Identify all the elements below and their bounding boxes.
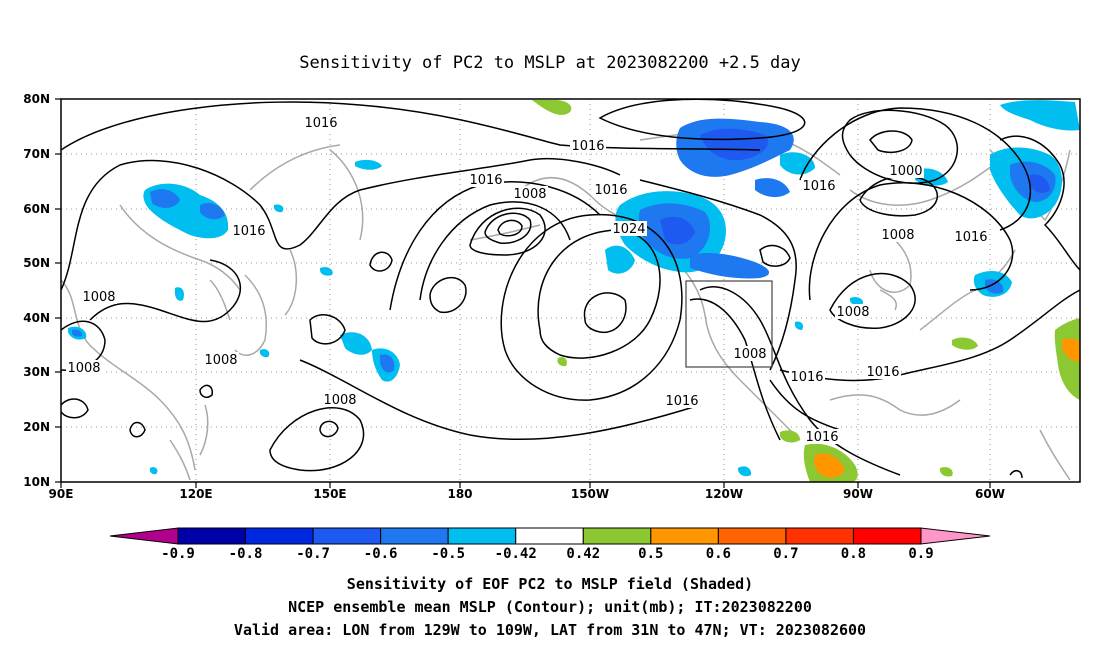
lon-label: 180 (447, 487, 472, 501)
contour-label: 1008 (323, 393, 356, 408)
colorbar-swatch (785, 527, 854, 545)
colorbar-label: 0.6 (706, 546, 731, 562)
contour-label: 1008 (204, 353, 237, 368)
colorbar-label: -0.5 (431, 546, 465, 562)
contour-label-bg (953, 229, 989, 244)
footer-line-2: NCEP ensemble mean MSLP (Contour); unit(… (288, 598, 812, 616)
colorbar-swatch (177, 527, 247, 545)
colorbar-label: -0.7 (296, 546, 330, 562)
lat-label: 50N (23, 256, 50, 270)
colorbar-swatch (380, 527, 449, 545)
contour-label-bg (611, 221, 647, 236)
footer-line-3: Valid area: LON from 129W to 109W, LAT f… (234, 621, 866, 639)
contour-label: 1016 (805, 430, 838, 445)
contour-label: 1016 (790, 370, 823, 385)
lon-label: 120W (705, 487, 743, 501)
contour-label: 1016 (304, 116, 337, 131)
lat-label: 70N (23, 147, 50, 161)
lon-label: 150W (571, 487, 609, 501)
lat-label: 40N (23, 311, 50, 325)
contour-label-bg (880, 227, 916, 242)
colorbar-arrow-left (109, 527, 179, 545)
colorbar-swatch (447, 527, 517, 545)
contour-label-bg (203, 352, 239, 367)
colorbar-swatch (650, 527, 719, 545)
colorbar-label: 0.7 (773, 546, 798, 562)
contour-label-bg (804, 429, 840, 444)
lon-label: 60W (975, 487, 1005, 501)
contour-label-bg (835, 304, 871, 319)
colorbar-swatch (717, 527, 787, 545)
longitude-labels: 90E 120E 150E 180 150W 120W 90W 60W (49, 487, 1005, 501)
contour-label: 1016 (866, 365, 899, 380)
colorbar-label: -0.9 (161, 546, 195, 562)
colorbar-label: 0.9 (908, 546, 933, 562)
colorbar-arrow-right (920, 527, 991, 545)
colorbar-swatch (245, 527, 314, 545)
contour-label-bg (593, 182, 629, 197)
footer-line-1: Sensitivity of EOF PC2 to MSLP field (Sh… (347, 575, 753, 593)
contour-label: 1024 (612, 222, 645, 237)
contour-labels: 1016 1016 1016 1008 1016 1016 1024 1016 1000 1008… (66, 115, 989, 445)
valid-area-box (685, 280, 773, 368)
lat-label: 80N (23, 92, 50, 106)
latitude-labels: 80N 70N 60N 50N 40N 30N 20N 10N (23, 92, 50, 489)
contour-label: 1016 (571, 139, 604, 154)
colorbar-swatch (582, 527, 652, 545)
contour-label-bg (81, 289, 117, 304)
contour-label-bg (468, 172, 504, 187)
contour-label-bg (570, 138, 606, 153)
map-area (61, 99, 1080, 482)
contour-label-bg (512, 186, 548, 201)
contour-label: 1008 (881, 228, 914, 243)
colorbar-label: 0.42 (566, 546, 600, 562)
lat-label: 30N (23, 365, 50, 379)
contour-label-bg (801, 178, 837, 193)
contour-label-bg (732, 346, 768, 361)
lat-label: 60N (23, 202, 50, 216)
lon-label: 120E (179, 487, 212, 501)
axis-ticks (55, 98, 991, 488)
contour-label: 1008 (82, 290, 115, 305)
lon-label: 90E (49, 487, 74, 501)
contour-label-bg (789, 369, 825, 384)
colorbar-swatch (515, 527, 584, 545)
contour-label: 1008 (836, 305, 869, 320)
contour-label: 1008 (733, 347, 766, 362)
contour-label-bg (231, 223, 267, 238)
contour-label-bg (664, 393, 700, 408)
colorbar-label: -0.42 (495, 546, 537, 562)
map-border (60, 98, 1081, 483)
colorbar-label: -0.8 (229, 546, 263, 562)
contour-label-bg (888, 163, 924, 178)
lat-label: 10N (23, 475, 50, 489)
contour-label: 1016 (232, 224, 265, 239)
colorbar-label: 0.8 (841, 546, 866, 562)
contour-label-bg (865, 364, 901, 379)
lon-label: 150E (313, 487, 346, 501)
colorbar-label: 0.5 (638, 546, 663, 562)
contour-label: 1008 (513, 187, 546, 202)
contour-label: 1016 (594, 183, 627, 198)
contour-label-bg (322, 392, 358, 407)
contour-label-bg (303, 115, 339, 130)
colorbar: -0.9 -0.8 -0.7 -0.6 -0.5 -0.42 0.42 0.5 0.6 0.7 0.… (109, 527, 991, 562)
lat-label: 20N (23, 420, 50, 434)
contour-label: 1016 (469, 173, 502, 188)
contour-label: 1016 (954, 230, 987, 245)
lon-label: 90W (843, 487, 873, 501)
shaded-patches (68, 100, 1080, 482)
colorbar-swatch (312, 527, 382, 545)
colorbar-label: -0.6 (364, 546, 398, 562)
contour-label: 1016 (802, 179, 835, 194)
contour-label: 1016 (665, 394, 698, 409)
colorbar-swatch (852, 527, 922, 545)
contour-label: 1008 (67, 361, 100, 376)
map-title: Sensitivity of PC2 to MSLP at 2023082200… (299, 53, 801, 73)
contour-label-bg (66, 360, 102, 375)
contour-label: 1000 (889, 164, 922, 179)
